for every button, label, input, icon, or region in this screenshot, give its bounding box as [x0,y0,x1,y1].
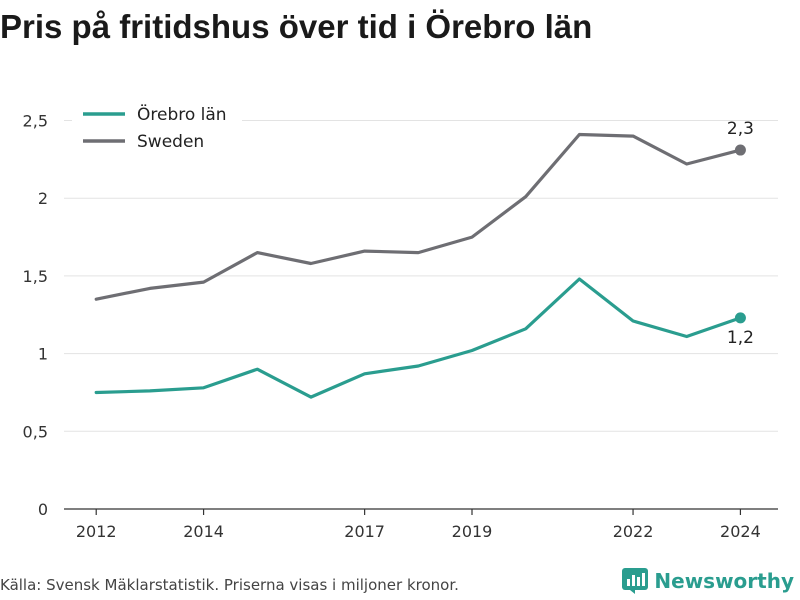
x-tick-label: 2024 [720,522,761,541]
series-end-label: 2,3 [727,119,754,139]
series-end-marker [734,144,746,156]
y-tick-label: 0,5 [23,422,48,441]
legend-label: Sweden [137,132,204,152]
y-tick-label: 0 [38,500,48,519]
legend-background [72,100,242,158]
y-tick-label: 1,5 [23,267,48,286]
x-tick-label: 2012 [76,522,117,541]
series-end-marker [734,312,746,324]
x-tick-label: 2014 [183,522,224,541]
axes: 0 0,5 1 1,5 2 2,5 2012 2014 2017 2019 2022 2024 [23,112,778,541]
chart-title: Pris på fritidshus över tid i Örebro län [0,8,593,45]
y-tick-label: 2 [38,189,48,208]
x-tick-label: 2017 [344,522,385,541]
newsworthy-logo-icon [622,568,649,594]
legend-label: Örebro län [137,103,227,125]
x-tick-label: 2019 [452,522,493,541]
gridlines [64,120,778,432]
brand-name: Newsworthy [654,569,794,593]
series-lines: 1,2 2,3 [94,119,754,399]
y-tick-label: 2,5 [23,112,48,131]
series-end-label: 1,2 [727,328,754,348]
legend: Örebro län Sweden [72,100,242,158]
series-line-sweden [94,132,743,301]
brand-logo[interactable]: Newsworthy [622,568,794,594]
x-tick-label: 2022 [613,522,654,541]
source-note: Källa: Svensk Mäklarstatistik. Priserna … [0,576,459,594]
y-tick-label: 1 [38,345,48,364]
series-line-orebro-lan [94,277,743,399]
